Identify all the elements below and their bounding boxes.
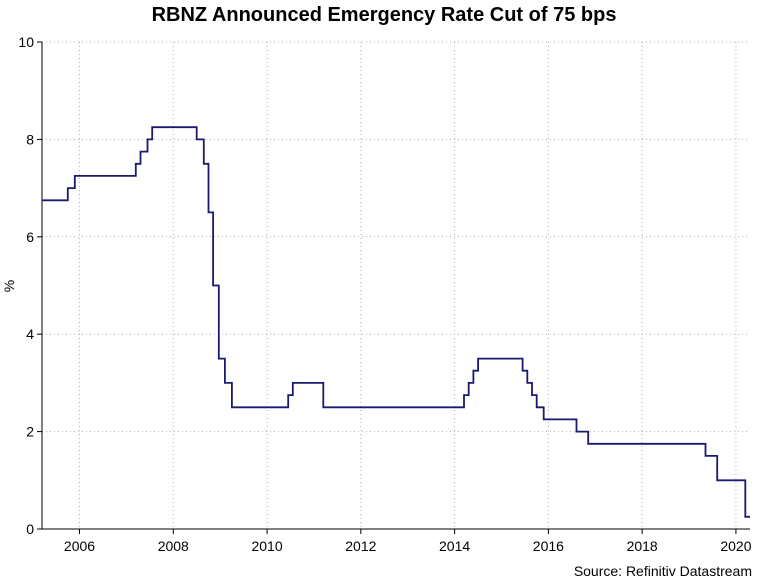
series-line-ocr [42,126,750,518]
y-tick-label: 0 [26,521,34,537]
x-tick-label: 2020 [720,538,751,554]
plot-area [42,42,750,529]
x-tick-label: 2018 [627,538,658,554]
x-tick-label: 2014 [439,538,470,554]
x-tick-label: 2008 [158,538,189,554]
x-tick-label: 2012 [345,538,376,554]
y-tick-label: 4 [26,326,34,342]
x-tick-label: 2016 [533,538,564,554]
chart-title: RBNZ Announced Emergency Rate Cut of 75 … [151,4,617,26]
x-tick-label: 2010 [251,538,282,554]
axes [41,42,750,530]
y-tick-label: 10 [18,34,34,50]
x-tick-label: 2006 [64,538,95,554]
y-ticks: 0 2 4 6 8 10 [18,34,42,537]
x-ticks: 2006 2008 2010 2012 2014 2016 2018 2020 [64,529,752,554]
y-tick-label: 2 [26,424,34,440]
y-tick-label: 8 [26,131,34,147]
y-axis-label: % [1,280,17,292]
y-tick-label: 6 [26,229,34,245]
source-note: Source: Refinitiv Datastream [573,563,752,579]
